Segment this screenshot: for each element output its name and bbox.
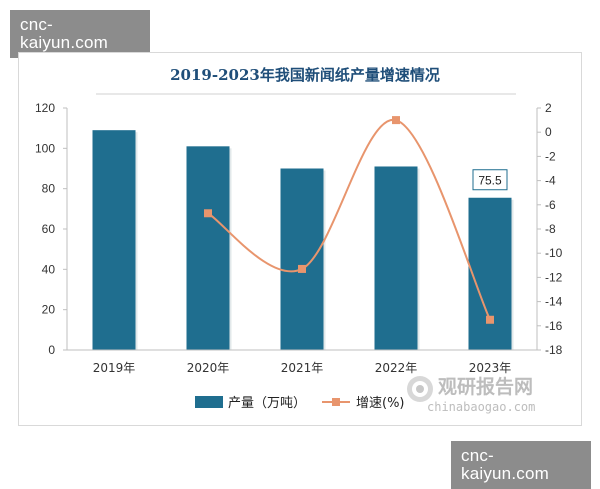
bar — [280, 168, 324, 350]
growth-point — [392, 116, 400, 125]
growth-point — [486, 315, 494, 324]
bar — [186, 146, 230, 350]
legend-label-bar: 产量（万吨） — [228, 396, 306, 411]
y-left-tick-label: 120 — [35, 101, 55, 115]
brand-logo-icon — [407, 376, 433, 402]
legend: 产量（万吨） 增速(%) — [195, 396, 405, 411]
x-tick-label: 2019年 — [93, 361, 136, 375]
bars-group — [92, 130, 514, 350]
y-left-tick-label: 100 — [35, 141, 55, 155]
brand-watermark: 观研报告网 chinabaogao.com — [407, 375, 535, 414]
watermark-top: cnc-kaiyun.com — [10, 10, 150, 58]
y-left-tick-label: 40 — [42, 262, 56, 276]
y-right-tick-label: 0 — [545, 125, 552, 139]
bar — [374, 166, 418, 350]
y-right-tick-label: -2 — [545, 149, 556, 163]
y-right-tick-label: 2 — [545, 101, 552, 115]
brand-url: chinabaogao.com — [427, 400, 535, 414]
x-tick-label: 2023年 — [469, 361, 512, 375]
data-label: 75.5 — [478, 174, 502, 188]
growth-line — [207, 119, 491, 321]
y-left-tick-label: 0 — [48, 343, 55, 357]
watermark-bottom: cnc-kaiyun.com — [451, 441, 591, 489]
legend-swatch-bar — [195, 396, 223, 408]
legend-marker-line — [332, 398, 340, 406]
y-left-tick-label: 60 — [42, 222, 56, 236]
growth-line-group — [204, 116, 494, 324]
x-tick-label: 2021年 — [281, 361, 324, 375]
y-right-tick-label: -10 — [545, 246, 563, 260]
y-right-tick-label: -4 — [545, 174, 556, 188]
data-label-box — [472, 169, 508, 191]
bar — [468, 197, 512, 350]
legend-label-line: 增速(%) — [356, 396, 405, 411]
growth-point — [204, 209, 212, 218]
y-right-tick-label: -18 — [545, 343, 563, 357]
growth-point — [298, 264, 306, 273]
x-tick-label: 2022年 — [375, 361, 418, 375]
bar — [92, 130, 136, 350]
y-right-tick-label: -8 — [545, 222, 556, 236]
data-labels-group: 75.5 — [472, 169, 508, 191]
y-left-tick-label: 80 — [42, 182, 56, 196]
y-right-tick-label: -16 — [545, 319, 563, 333]
brand-name: 观研报告网 — [438, 375, 533, 398]
y-right-tick-label: -12 — [545, 270, 563, 284]
y-right-tick-label: -6 — [545, 198, 556, 212]
chart-title: 2019-2023年我国新闻纸产量增速情况 — [170, 66, 440, 84]
y-right-tick-label: -14 — [545, 295, 563, 309]
y-left-tick-label: 20 — [42, 303, 56, 317]
x-tick-label: 2020年 — [187, 361, 230, 375]
